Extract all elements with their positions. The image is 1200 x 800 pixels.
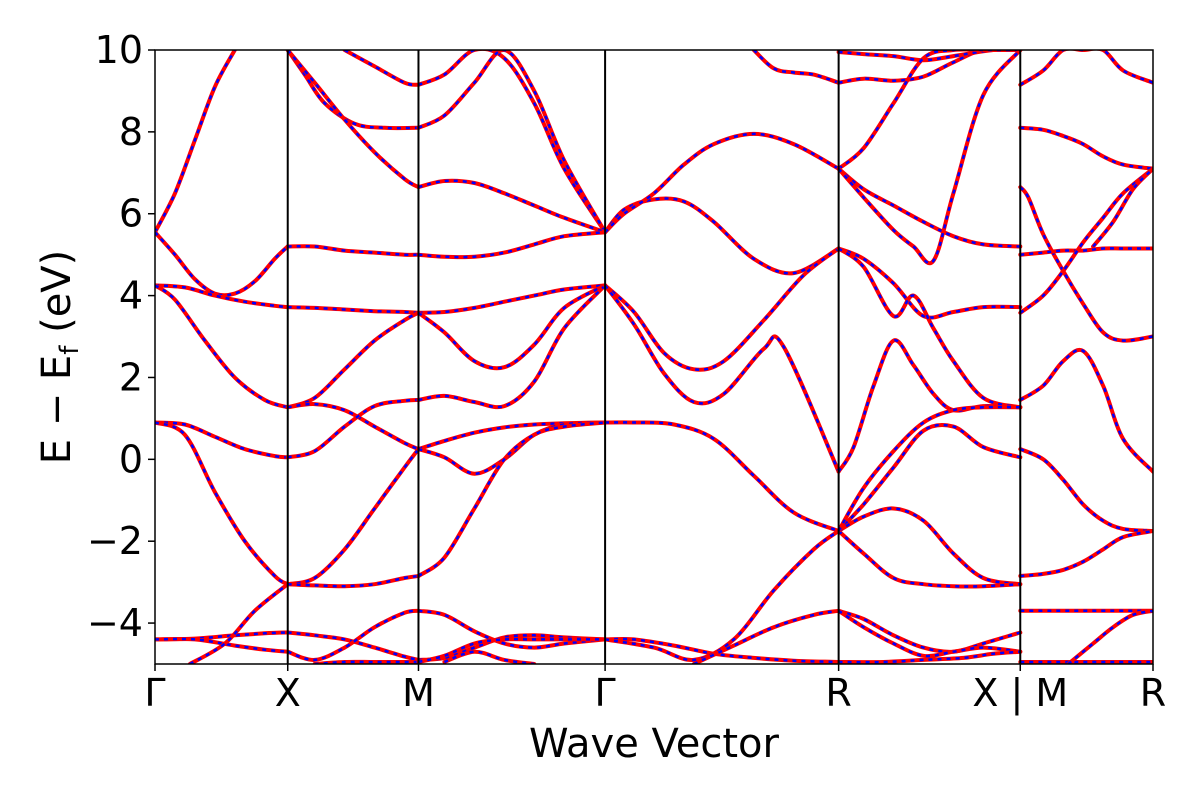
- band-line-dashed-18: [314, 660, 419, 664]
- band-line-dashed-52: [837, 50, 1022, 265]
- y-axis-label: E − Ef (eV): [34, 250, 85, 465]
- band-line-dashed-42: [604, 529, 840, 662]
- band-lines: [155, 50, 1153, 664]
- band-line-dashed-2: [155, 284, 288, 309]
- band-line-dashed-11: [287, 311, 420, 409]
- band-line-dashed-44: [752, 50, 839, 84]
- band-line-dashed-8: [189, 583, 289, 664]
- band-line-47: [836, 50, 1023, 171]
- band-line-dashed-3: [155, 284, 289, 409]
- x-tick-label: X: [275, 671, 301, 715]
- band-line-dashed-37: [604, 132, 840, 234]
- band-line-dashed-50: [838, 247, 1021, 319]
- band-line-dashed-32: [418, 609, 606, 649]
- band-line-1: [155, 230, 290, 298]
- x-tick-label: R: [825, 671, 851, 715]
- band-line-dashed-60: [1019, 50, 1153, 86]
- band-line-dashed-20: [286, 50, 420, 189]
- band-line-38: [603, 246, 841, 372]
- band-line-dashed-64: [1019, 167, 1153, 314]
- plot-frame: [154, 49, 1154, 665]
- band-line-dashed-24: [418, 179, 606, 234]
- y-tick-label: −2: [87, 519, 143, 563]
- band-line-dashed-14: [287, 448, 420, 586]
- band-line-63: [1018, 246, 1153, 257]
- band-line-dashed-15: [287, 574, 419, 588]
- x-tick-label: R: [1140, 671, 1166, 715]
- y-axis: −4 −2 0 2 4 6 8 10: [87, 28, 155, 645]
- band-line-70: [1066, 608, 1153, 664]
- band-line-dashed-54: [837, 507, 1021, 586]
- band-line-21: [342, 50, 421, 87]
- band-line-dashed-31: [417, 421, 606, 578]
- band-line-dashed-48: [837, 167, 1021, 248]
- band-line-dashed-39: [604, 284, 840, 473]
- band-line-dashed-51: [837, 247, 1021, 409]
- band-line-dashed-0: [155, 50, 236, 233]
- band-line-25: [416, 230, 608, 260]
- band-line-dashed-12: [287, 402, 419, 451]
- y-axis-label-unit: (eV): [34, 250, 80, 346]
- x-axis: Γ X M Γ R X | M R: [144, 664, 1166, 716]
- y-tick-label: 4: [119, 274, 143, 318]
- band-line-59: [836, 649, 1023, 664]
- x-tick-label: Γ: [144, 671, 165, 715]
- band-line-dashed-26: [418, 284, 606, 315]
- band-line-62: [1018, 185, 1153, 343]
- x-tick-label: Γ: [595, 671, 616, 715]
- band-line-dashed-57: [838, 609, 1021, 654]
- band-line-dashed-61: [1020, 126, 1153, 170]
- band-line-dashed-65: [1019, 348, 1153, 473]
- y-tick-label: 6: [119, 192, 143, 236]
- band-line-dashed-40: [605, 421, 840, 533]
- band-line-dashed-7: [155, 637, 288, 653]
- band-line-dashed-35: [443, 650, 535, 664]
- band-line-dashed-43: [693, 609, 839, 664]
- band-line-dashed-22: [418, 50, 607, 233]
- high-symmetry-lines: [286, 50, 1022, 664]
- band-line-34: [416, 637, 608, 664]
- band-line-dashed-27: [417, 284, 606, 370]
- band-line-28: [416, 283, 608, 410]
- band-line-dashed-55: [837, 530, 1021, 588]
- band-line-dashed-58: [837, 609, 1021, 658]
- band-line-dashed-4: [155, 421, 288, 459]
- x-tick-label: X | M: [972, 671, 1068, 716]
- band-line-17: [285, 608, 421, 662]
- y-tick-label: 0: [119, 437, 143, 481]
- band-line-dashed-9: [287, 244, 419, 257]
- y-tick-label: 10: [95, 28, 143, 72]
- band-line-dashed-10: [287, 305, 419, 315]
- band-line-dashed-67: [1020, 529, 1153, 578]
- y-tick-label: 8: [119, 110, 143, 154]
- x-axis-label: Wave Vector: [529, 721, 780, 767]
- band-line-dashed-16: [287, 631, 419, 662]
- x-tick-label: M: [402, 671, 435, 715]
- band-line-dashed-36: [604, 197, 840, 275]
- band-line-66: [1018, 447, 1153, 533]
- y-axis-label-subscript: f: [55, 345, 85, 355]
- y-tick-label: −4: [87, 601, 143, 645]
- y-axis-label-main: E − E: [34, 355, 80, 465]
- band-line-dashed-29: [418, 421, 606, 451]
- band-line-dashed-53: [837, 423, 1021, 532]
- band-line-dashed-13: [287, 398, 419, 459]
- band-line-45: [836, 50, 1023, 85]
- band-line-71: [1091, 166, 1153, 249]
- band-line-dashed-5: [155, 421, 289, 586]
- y-tick-label: 2: [119, 355, 143, 399]
- band-line-dashed-30: [418, 421, 606, 475]
- band-line-dashed-56: [837, 405, 1021, 532]
